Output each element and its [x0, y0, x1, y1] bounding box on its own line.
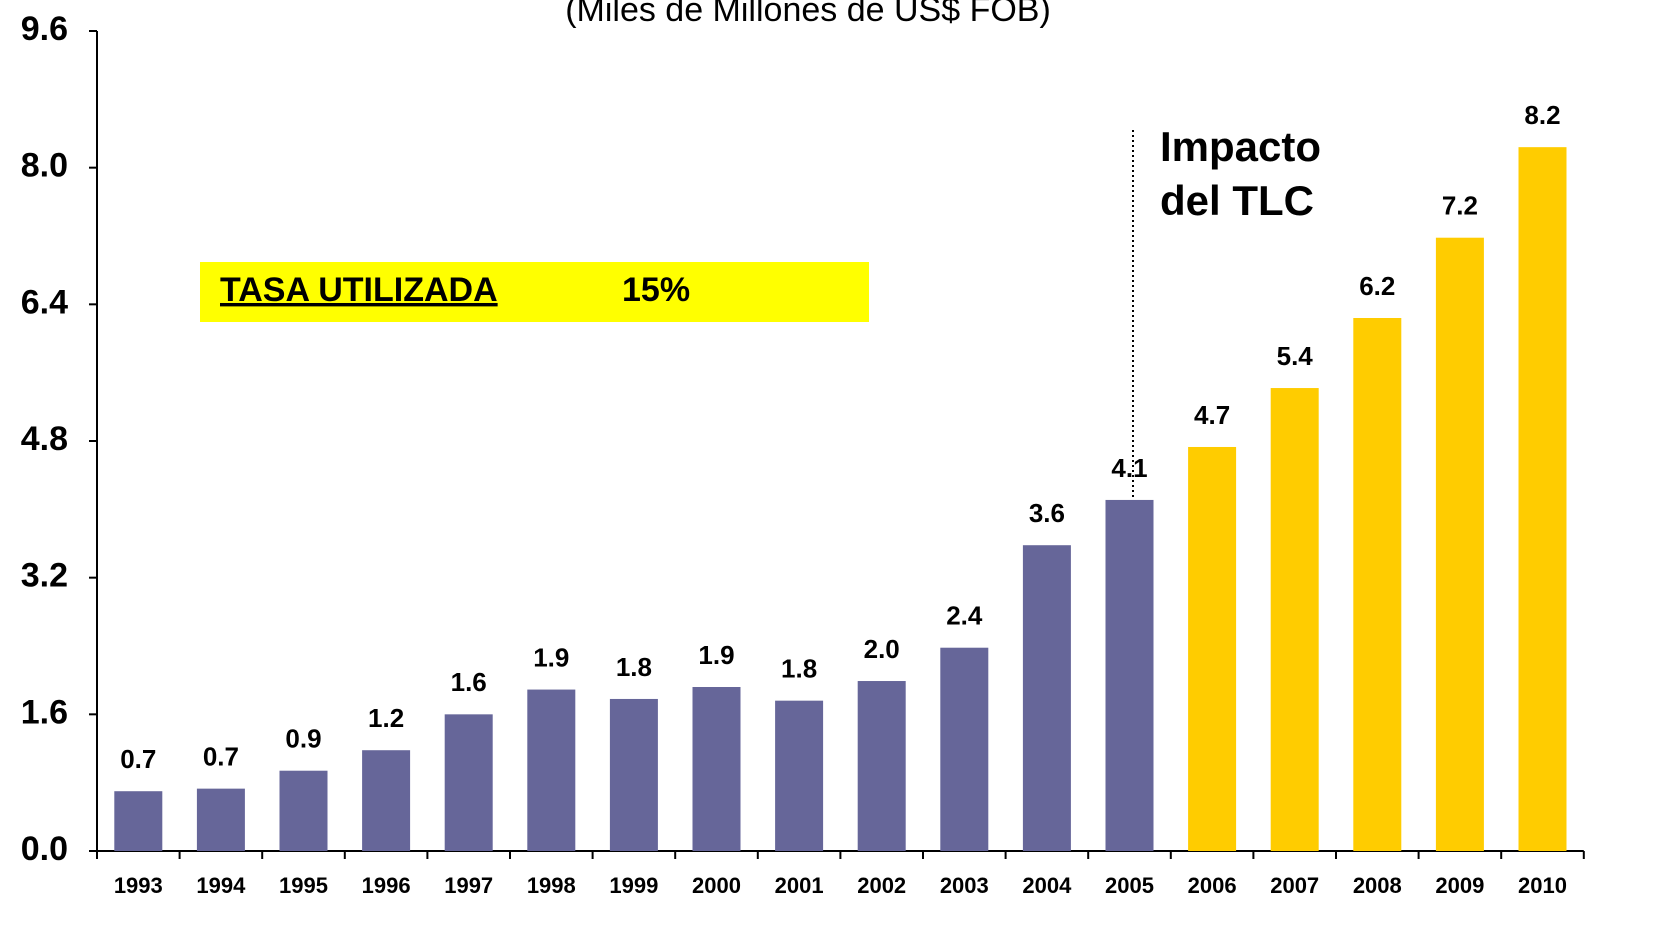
- bar: [362, 750, 411, 851]
- y-tick-label: 4.8: [21, 420, 68, 458]
- value-label: 1.6: [451, 667, 487, 697]
- bar: [527, 689, 576, 851]
- bar: [775, 700, 824, 851]
- value-label: 1.9: [533, 642, 569, 672]
- y-tick-label: 0.0: [21, 830, 68, 868]
- rate-box: [200, 262, 869, 322]
- x-tick-label: 2005: [1105, 873, 1154, 898]
- x-tick-label: 1995: [279, 873, 328, 898]
- x-tick-label: 2001: [775, 873, 824, 898]
- bar: [279, 770, 328, 851]
- value-label: 0.7: [203, 742, 239, 772]
- value-label: 7.2: [1442, 191, 1478, 221]
- annotation: Impacto: [1160, 123, 1321, 170]
- bar: [609, 698, 658, 851]
- value-label: 4.7: [1194, 400, 1230, 430]
- y-tick-label: 6.4: [21, 283, 68, 321]
- x-tick-label: 2003: [940, 873, 989, 898]
- value-label: 1.2: [368, 703, 404, 733]
- value-label: 2.4: [946, 601, 983, 631]
- value-label: 5.4: [1277, 341, 1314, 371]
- bar: [196, 788, 245, 851]
- x-tick-label: 1999: [609, 873, 658, 898]
- x-tick-label: 2010: [1518, 873, 1567, 898]
- x-tick-label: 2002: [857, 873, 906, 898]
- y-tick-label: 9.6: [21, 10, 68, 48]
- x-tick-label: 2007: [1270, 873, 1319, 898]
- value-label: 3.6: [1029, 498, 1065, 528]
- bar: [1435, 237, 1484, 852]
- bar: [1353, 318, 1402, 851]
- bar: [1270, 388, 1319, 851]
- value-label: 4.1: [1111, 453, 1147, 483]
- value-label: 0.9: [285, 724, 321, 754]
- x-tick-label: 2009: [1435, 873, 1484, 898]
- bar: [940, 647, 989, 851]
- x-tick-label: 2008: [1353, 873, 1402, 898]
- x-tick-label: 1997: [444, 873, 493, 898]
- x-tick-label: 2006: [1188, 873, 1237, 898]
- value-label: 1.8: [616, 652, 652, 682]
- value-label: 6.2: [1359, 271, 1395, 301]
- x-tick-label: 1994: [196, 873, 246, 898]
- value-label: 2.0: [864, 634, 900, 664]
- value-label: 0.7: [120, 744, 156, 774]
- x-tick-label: 1998: [527, 873, 576, 898]
- bar: [1188, 446, 1237, 851]
- bar: [1518, 147, 1567, 851]
- bar: [114, 791, 163, 851]
- y-tick-label: 8.0: [21, 147, 68, 185]
- x-tick-label: 2004: [1022, 873, 1072, 898]
- value-label: 8.2: [1524, 100, 1560, 130]
- bar: [857, 681, 906, 851]
- bar: [1105, 499, 1154, 851]
- bar: [444, 714, 493, 851]
- value-label: 1.9: [698, 640, 734, 670]
- bar: [1022, 545, 1071, 851]
- x-tick-label: 1996: [362, 873, 411, 898]
- x-tick-label: 2000: [692, 873, 741, 898]
- value-label: 1.8: [781, 654, 817, 684]
- bar: [692, 687, 741, 851]
- y-tick-label: 1.6: [21, 693, 68, 731]
- chart-subtitle: (Miles de Millones de US$ FOB): [565, 0, 1051, 29]
- y-tick-label: 3.2: [21, 557, 68, 595]
- rate-label: TASA UTILIZADA: [220, 271, 498, 309]
- rate-value: 15%: [622, 271, 690, 309]
- x-tick-label: 1993: [114, 873, 163, 898]
- annotation: del TLC: [1160, 177, 1314, 224]
